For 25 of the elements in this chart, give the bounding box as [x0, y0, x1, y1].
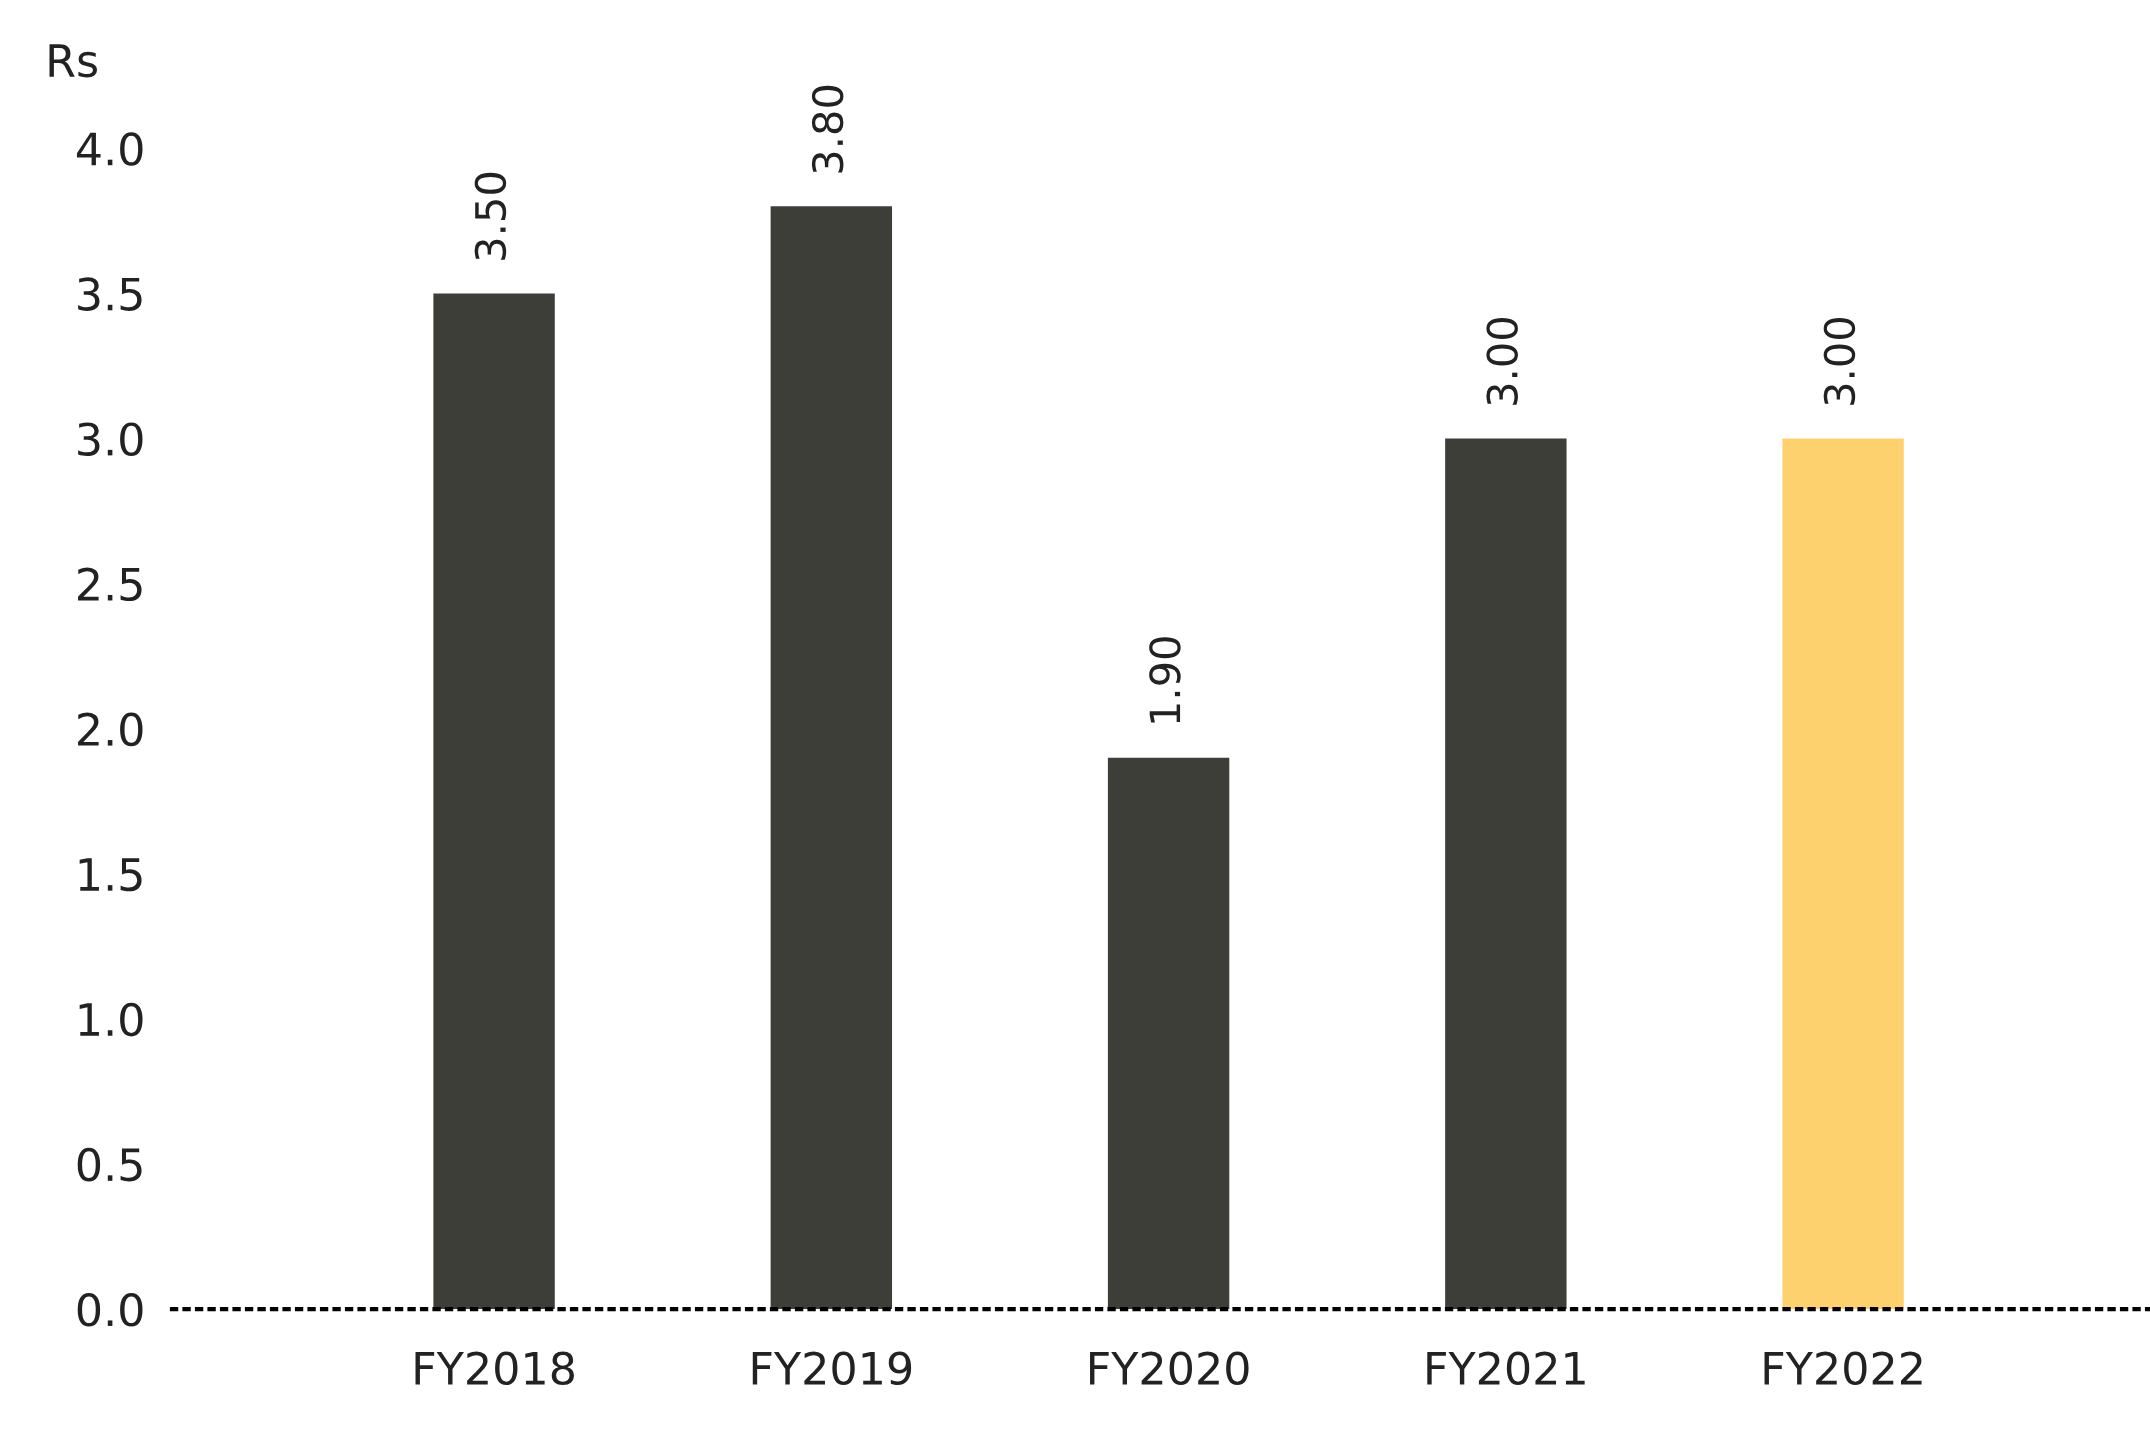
x-tick-label: FY2021: [1427, 1351, 1585, 1386]
data-label: 3.00: [1823, 317, 1856, 405]
y-tick-label: 1.5: [79, 858, 142, 892]
data-label: 3.80: [811, 85, 844, 173]
y-tick-label: 0.5: [77, 1147, 142, 1182]
y-tick-label: 3.0: [78, 422, 143, 457]
bar: [1445, 438, 1567, 1310]
bar: [433, 293, 555, 1310]
y-tick-label: 0.0: [77, 1292, 143, 1327]
data-label: 3.50: [474, 172, 507, 260]
y-tick-label: 1.0: [79, 1002, 143, 1037]
bar: [770, 206, 893, 1310]
bar: [1782, 438, 1904, 1310]
y-tick-label: 2.5: [78, 567, 142, 602]
data-label: 1.90: [1149, 637, 1181, 723]
x-tick-label: FY2018: [415, 1351, 574, 1386]
x-tick-label: FY2020: [1090, 1351, 1249, 1386]
bar: [1107, 757, 1230, 1310]
y-tick-label: 3.5: [78, 277, 142, 311]
y-axis-title: Rs: [49, 44, 98, 78]
y-tick-label: 4.0: [76, 132, 143, 166]
x-tick-label: FY2022: [1764, 1351, 1922, 1386]
y-tick-label: 2.0: [78, 712, 143, 747]
x-tick-label: FY2019: [752, 1351, 912, 1386]
data-label: 3.00: [1486, 317, 1518, 405]
